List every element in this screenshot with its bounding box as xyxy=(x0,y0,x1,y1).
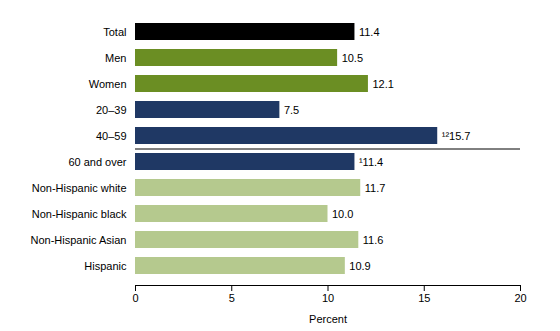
svg-text:7.5: 7.5 xyxy=(284,104,299,116)
svg-text:Non-Hispanic Asian: Non-Hispanic Asian xyxy=(31,234,127,246)
svg-text:20: 20 xyxy=(514,292,526,304)
svg-text:11.4: 11.4 xyxy=(359,26,380,38)
svg-text:10.0: 10.0 xyxy=(332,208,353,220)
svg-text:5: 5 xyxy=(229,292,235,304)
svg-text:Women: Women xyxy=(89,78,127,90)
svg-text:Non-Hispanic black: Non-Hispanic black xyxy=(32,208,127,220)
svg-text:10: 10 xyxy=(322,292,334,304)
svg-text:60 and over: 60 and over xyxy=(68,156,126,168)
svg-text:¹11.4: ¹11.4 xyxy=(359,156,383,168)
svg-text:20–39: 20–39 xyxy=(96,104,127,116)
svg-text:Hispanic: Hispanic xyxy=(84,260,127,272)
svg-text:Non-Hispanic white: Non-Hispanic white xyxy=(32,182,127,194)
svg-text:11.7: 11.7 xyxy=(365,182,386,194)
svg-text:¹²15.7: ¹²15.7 xyxy=(442,130,471,142)
svg-text:Men: Men xyxy=(105,52,126,64)
svg-text:Total: Total xyxy=(103,26,126,38)
svg-text:10.9: 10.9 xyxy=(349,260,370,272)
svg-text:Percent: Percent xyxy=(309,313,347,325)
svg-text:11.6: 11.6 xyxy=(363,234,384,246)
svg-text:0: 0 xyxy=(132,292,138,304)
svg-text:40–59: 40–59 xyxy=(96,130,127,142)
svg-text:10.5: 10.5 xyxy=(342,52,363,64)
svg-text:15: 15 xyxy=(418,292,430,304)
svg-text:12.1: 12.1 xyxy=(372,78,393,90)
